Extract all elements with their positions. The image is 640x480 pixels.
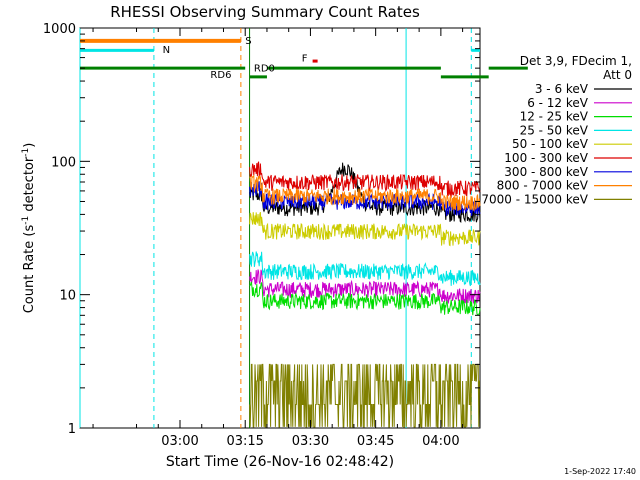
y-axis-label: Count Rate (s-1 detector-1) [21, 143, 37, 314]
series-line [249, 363, 480, 428]
legend-label: 800 - 7000 keV [497, 179, 589, 193]
legend-label: 12 - 25 keV [520, 110, 589, 124]
legend-header-1: Det 3,9, FDecim 1, [520, 54, 632, 68]
x-tick-label: 03:15 [226, 434, 263, 449]
y-tick-label: 100 [51, 155, 76, 170]
y-tick-label: 10 [59, 289, 76, 304]
series-line [249, 281, 481, 316]
bar-label-s: S [245, 36, 251, 47]
plot-data-area: S N F RD6 RD0 [79, 28, 528, 428]
x-tick-label: 03:30 [292, 434, 329, 449]
series-line [249, 211, 481, 247]
legend-label: 7000 - 15000 keV [481, 192, 588, 206]
legend-label: 300 - 800 keV [504, 165, 588, 179]
y-axis-label-end: ) [22, 143, 37, 148]
y-tick-label: 1000 [43, 22, 76, 37]
legend-label: 3 - 6 keV [535, 82, 589, 96]
y-axis-label-mid: detector [22, 156, 37, 216]
y-tick-label: 1 [68, 422, 76, 437]
footer-date: 1-Sep-2022 17:40 [564, 467, 636, 476]
legend-label: 50 - 100 keV [512, 137, 589, 151]
x-tick-label: 04:00 [422, 434, 459, 449]
x-tick-label: 03:00 [161, 434, 198, 449]
bar-label-f: F [302, 54, 308, 65]
bar-f [312, 59, 318, 63]
series-line [249, 161, 481, 199]
legend-label: 100 - 300 keV [504, 151, 588, 165]
y-axis-label-sup1: -1 [21, 216, 31, 225]
x-tick-label: 03:45 [357, 434, 394, 449]
legend-label: 6 - 12 keV [527, 96, 589, 110]
series-line [249, 174, 481, 212]
y-axis-label-main: Count Rate (s [22, 225, 37, 314]
legend-label: 25 - 50 keV [520, 123, 589, 137]
bar-label-n: N [163, 45, 170, 56]
x-axis-label: Start Time (26-Nov-16 02:48:42) [166, 454, 394, 470]
bar-label-rd6: RD6 [210, 70, 231, 81]
axes: 03:00 03:15 03:30 03:45 04:00 1 10 100 1000 [43, 22, 480, 449]
bar-label-rd0: RD0 [254, 64, 275, 75]
y-axis-label-sup2: -1 [21, 148, 31, 157]
legend-header-2: Att 0 [603, 68, 632, 82]
chart-title: RHESSI Observing Summary Count Rates [110, 3, 420, 21]
series-line [249, 251, 481, 287]
